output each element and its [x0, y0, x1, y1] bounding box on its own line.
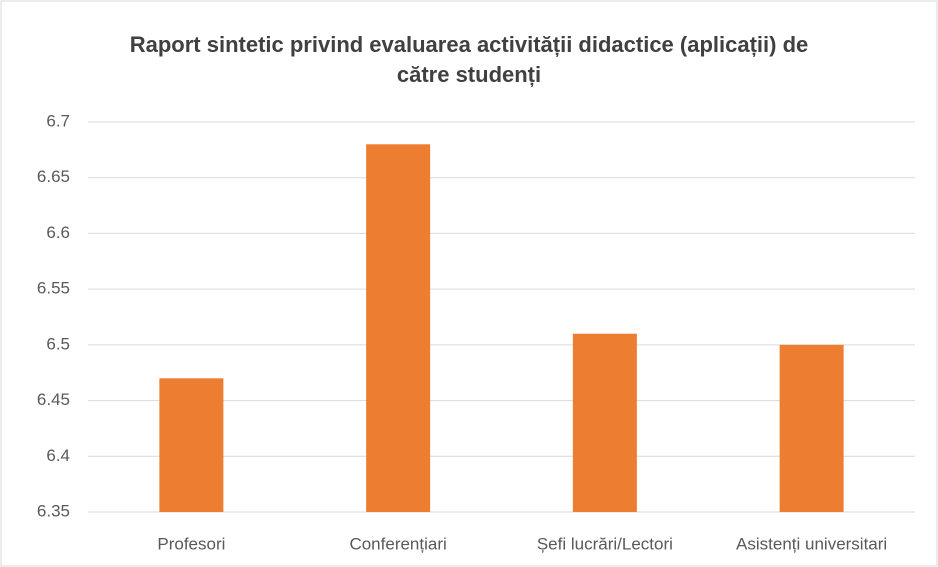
bar	[366, 144, 431, 513]
chart-title: Raport sintetic privind evaluarea activi…	[129, 32, 809, 87]
y-tick-label: 6.5	[46, 334, 70, 353]
y-tick-label: 6.65	[37, 167, 70, 186]
x-tick-label: Șefi lucrări/Lectori	[537, 534, 673, 553]
y-tick-label: 6.7	[46, 111, 70, 130]
bar	[572, 333, 637, 512]
y-tick-label: 6.35	[37, 501, 70, 520]
x-tick-label: Asistenți universitari	[736, 534, 887, 553]
y-tick-label: 6.4	[46, 446, 70, 465]
x-tick-label: Profesori	[157, 534, 225, 553]
y-tick-label: 6.6	[46, 223, 70, 242]
bar	[779, 344, 844, 512]
x-tick-label: Conferențiari	[349, 534, 446, 553]
y-tick-label: 6.45	[37, 390, 70, 409]
bar	[159, 378, 224, 512]
y-tick-label: 6.55	[37, 279, 70, 298]
